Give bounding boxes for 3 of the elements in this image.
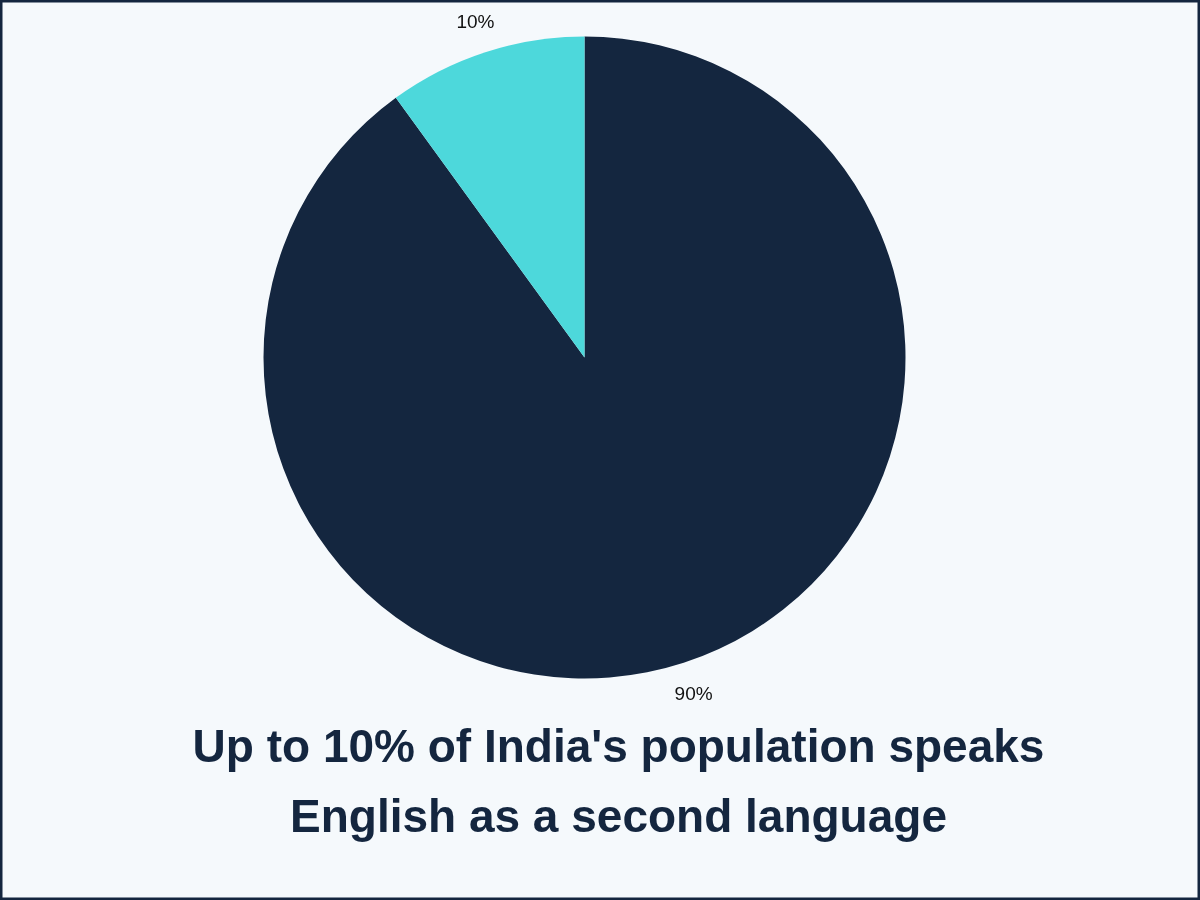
text: Up to 10% of India's population speaks English as a second language: [192, 719, 1045, 842]
data-label: 10%: [456, 11, 495, 33]
data-label: 90%: [674, 682, 713, 704]
